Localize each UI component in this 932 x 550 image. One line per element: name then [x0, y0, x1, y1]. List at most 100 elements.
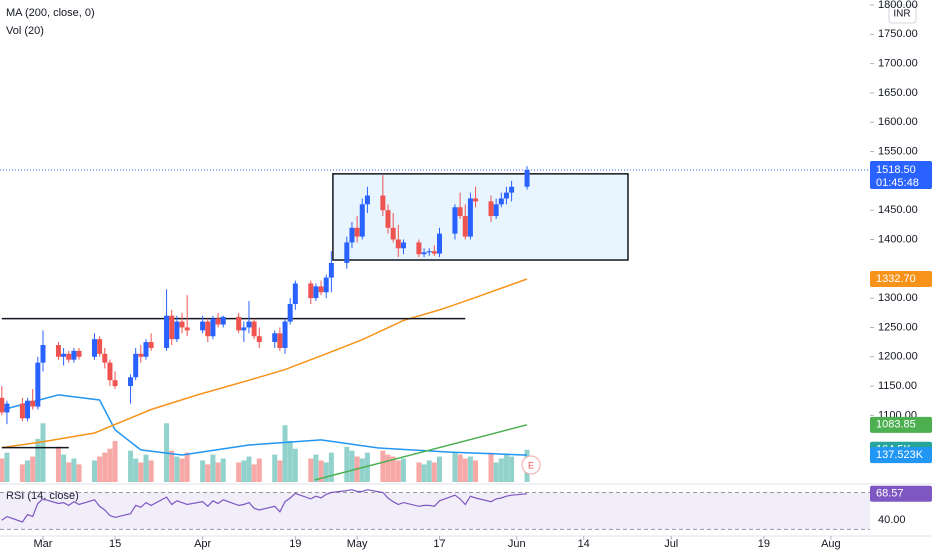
volume-bar: [344, 446, 350, 482]
volume-bar: [359, 458, 365, 482]
y-tick-label: 1300.00: [878, 292, 918, 304]
candle-body: [359, 204, 365, 237]
y-tick-label: 1650.00: [878, 87, 918, 99]
volume-bar: [473, 460, 479, 482]
volume-bar: [107, 448, 113, 482]
countdown: 01:45:48: [876, 177, 919, 189]
ma-line: [1, 278, 528, 449]
candle-body: [241, 327, 247, 331]
candle-body: [138, 353, 144, 357]
candle-body: [164, 315, 170, 348]
candle-body: [287, 303, 293, 322]
volume-bar: [30, 456, 36, 482]
candle-body: [40, 345, 46, 363]
volume-bar: [241, 460, 247, 482]
rsi-tick-label: 40.00: [878, 514, 906, 526]
volume-bar: [179, 458, 185, 482]
volume-bar: [328, 452, 334, 482]
candle-body: [76, 350, 82, 357]
volume-bar: [143, 454, 149, 482]
volume-bar: [66, 462, 72, 482]
volume-bar: [0, 458, 5, 482]
candle-body: [344, 242, 350, 263]
volume-bar: [277, 460, 283, 482]
volume-bar: [457, 454, 463, 482]
candle-body: [220, 316, 226, 325]
price-label: 1083.85: [876, 419, 916, 431]
x-tick-label: 14: [578, 538, 590, 550]
volume-bar: [395, 460, 401, 482]
volume-bar: [493, 462, 499, 482]
x-tick-label: Aug: [821, 538, 841, 550]
volume-bar: [431, 462, 437, 482]
volume-bar: [4, 452, 10, 482]
range-box: [332, 173, 629, 261]
volume-bar: [205, 464, 211, 482]
candle-body: [30, 400, 36, 407]
candle-body: [524, 170, 530, 187]
volume-label: 137.523K: [876, 449, 924, 461]
candle-body: [308, 283, 314, 299]
volume-bar: [133, 458, 139, 482]
candle-body: [467, 198, 473, 237]
candle-body: [71, 350, 77, 360]
x-tick-label: Apr: [194, 538, 211, 550]
candle-body: [473, 198, 479, 202]
candle-body: [210, 318, 216, 337]
volume-bar: [25, 460, 31, 482]
candle-body: [184, 327, 190, 331]
candle-body: [426, 251, 432, 253]
volume-bar: [488, 452, 494, 482]
candle-body: [318, 286, 324, 293]
candle-body: [4, 403, 10, 413]
volume-bar: [55, 446, 61, 482]
candle-body: [400, 242, 406, 249]
volume-bar: [76, 464, 82, 482]
y-tick-label: 1200.00: [878, 351, 918, 363]
candle-body: [380, 195, 386, 211]
volume-bar: [138, 462, 144, 482]
candle-body: [292, 283, 298, 304]
volume-bar: [215, 462, 221, 482]
volume-bar: [498, 458, 504, 482]
volume-bar: [61, 454, 67, 482]
candle-body: [509, 186, 515, 193]
candle-body: [215, 318, 221, 325]
volume-bar: [272, 454, 278, 482]
volume-bar: [169, 450, 175, 482]
price-label-box: [870, 270, 932, 287]
currency[interactable]: INR: [893, 9, 910, 20]
y-tick-label: 1600.00: [878, 116, 918, 128]
volume-label-box: [870, 447, 932, 464]
candle-body: [179, 321, 185, 328]
candle-body: [457, 207, 463, 217]
volume-bar: [509, 456, 515, 482]
volume-bar: [251, 464, 257, 482]
volume-bar: [128, 450, 134, 482]
y-tick-label: 1800.00: [878, 0, 918, 11]
last-price-label: 1518.50: [876, 164, 916, 176]
candle-body: [313, 286, 319, 299]
volume-bar: [210, 454, 216, 482]
volume-bar: [349, 450, 355, 482]
candle-body: [148, 342, 154, 348]
rsi-band: [0, 492, 870, 530]
candle-body: [0, 397, 5, 413]
price-label: 1332.70: [876, 273, 916, 285]
candle-body: [19, 403, 25, 419]
volume-bar: [467, 456, 473, 482]
y-tick-label: 1750.00: [878, 28, 918, 40]
y-tick-label: 1700.00: [878, 58, 918, 70]
candle-body: [488, 201, 494, 217]
candle-body: [97, 339, 103, 354]
ma-legend: MA (200, close, 0): [6, 7, 95, 19]
trend-line: [314, 424, 528, 481]
volume-bar: [256, 458, 262, 482]
candle-body: [55, 345, 61, 357]
rsi-label: 68.57: [876, 488, 904, 500]
currency-button[interactable]: [888, 4, 917, 24]
candle-body: [102, 353, 108, 363]
candle-body: [200, 321, 206, 331]
